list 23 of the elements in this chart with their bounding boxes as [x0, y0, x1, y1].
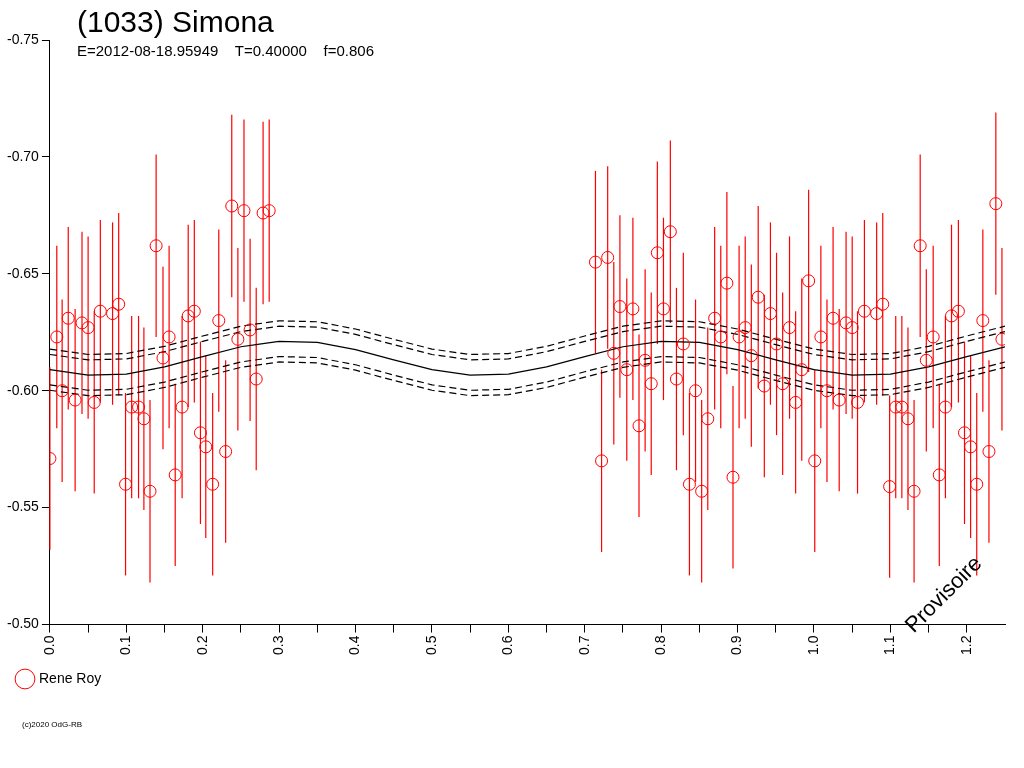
chart-title: (1033) Simona — [77, 5, 274, 39]
y-tick-label: -0.75 — [6, 30, 40, 47]
x-tick-label: 0.4 — [346, 635, 363, 656]
x-tick-label: 1.2 — [957, 635, 974, 656]
x-tick-label: 0.1 — [117, 635, 134, 656]
x-tick-label: 0.0 — [40, 635, 57, 656]
x-tick-label: 0.3 — [269, 635, 286, 656]
x-tick-label: 0.8 — [652, 635, 669, 656]
chart-subtitle: E=2012-08-18.95949 T=0.40000 f=0.806 — [77, 42, 375, 59]
x-tick-label: 0.5 — [422, 635, 439, 656]
legend-label: Rene Roy — [39, 669, 102, 686]
y-tick-label: -0.60 — [6, 381, 40, 398]
y-tick-label: -0.65 — [6, 264, 40, 281]
y-tick-label: -0.70 — [6, 147, 40, 164]
x-tick-label: 0.2 — [193, 635, 210, 656]
x-tick-label: 0.7 — [575, 635, 592, 656]
x-tick-label: 1.0 — [804, 635, 821, 656]
x-tick-label: 0.9 — [728, 635, 745, 656]
text: (c)2020 OdG-RB — [22, 720, 83, 729]
x-tick-label: 1.1 — [881, 635, 898, 656]
x-tick-label: 0.6 — [499, 635, 516, 656]
y-tick-label: -0.50 — [6, 615, 40, 632]
y-tick-label: -0.55 — [6, 498, 40, 515]
